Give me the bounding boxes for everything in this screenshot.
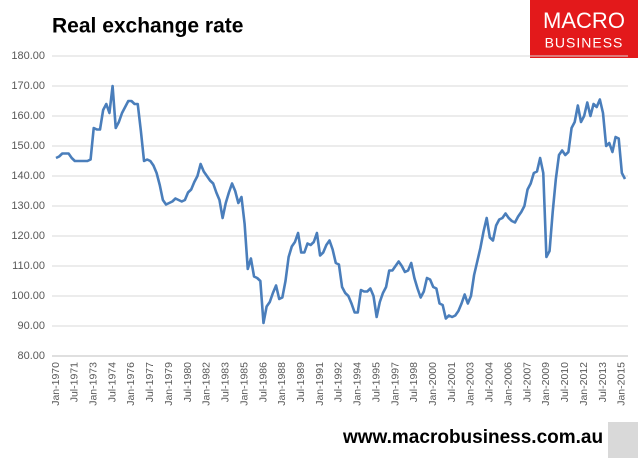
x-tick-label: Jul-1977: [144, 362, 156, 402]
x-tick-label: Jan-1979: [163, 362, 175, 406]
logo-box: [530, 0, 638, 58]
x-tick-label: Jul-1989: [295, 362, 307, 402]
x-tick-label: Jul-1983: [220, 362, 232, 402]
x-tick-label: Jul-1986: [257, 362, 269, 402]
y-tick-label: 140.00: [11, 170, 45, 182]
x-tick-label: Jul-2013: [597, 362, 609, 402]
y-tick-label: 130.00: [11, 200, 45, 212]
x-tick-label: Jan-1982: [201, 362, 213, 406]
x-tick-label: Jul-1974: [106, 362, 118, 402]
y-tick-label: 80.00: [17, 350, 45, 362]
x-tick-label: Jan-1991: [314, 362, 326, 406]
y-tick-label: 180.00: [11, 50, 45, 62]
x-tick-label: Jul-1995: [370, 362, 382, 402]
x-tick-label: Jan-1973: [88, 362, 100, 406]
x-tick-label: Jan-1985: [238, 362, 250, 406]
x-tick-label: Jan-2012: [578, 362, 590, 406]
y-tick-label: 170.00: [11, 80, 45, 92]
x-tick-label: Jul-2007: [521, 362, 533, 402]
x-tick-label: Jan-2003: [465, 362, 477, 406]
x-tick-label: Jan-2015: [616, 362, 628, 406]
x-tick-label: Jul-1980: [182, 362, 194, 402]
x-tick-label: Jan-1976: [125, 362, 137, 406]
logo-icon: [608, 422, 638, 458]
x-tick-label: Jan-2006: [502, 362, 514, 406]
logo-text: MACRO: [543, 8, 625, 33]
x-tick-label: Jul-1971: [69, 362, 81, 402]
x-tick-label: Jan-2000: [427, 362, 439, 406]
y-tick-label: 110.00: [12, 260, 45, 272]
x-tick-label: Jan-1988: [276, 362, 288, 406]
x-tick-label: Jul-1998: [408, 362, 420, 402]
y-tick-label: 150.00: [11, 140, 45, 152]
y-tick-label: 90.00: [17, 320, 45, 332]
x-tick-label: Jul-1992: [333, 362, 345, 402]
y-tick-label: 160.00: [11, 110, 45, 122]
x-tick-label: Jul-2010: [559, 362, 571, 402]
data-line: [55, 84, 627, 325]
x-tick-label: Jan-1994: [352, 362, 364, 406]
y-tick-label: 100.00: [11, 290, 45, 302]
y-tick-label: 120.00: [11, 230, 45, 242]
x-tick-label: Jul-2001: [446, 362, 458, 402]
x-tick-label: Jan-2009: [540, 362, 552, 406]
x-tick-label: Jan-1997: [389, 362, 401, 406]
x-tick-label: Jan-1970: [50, 362, 62, 406]
x-tick-label: Jul-2004: [484, 362, 496, 402]
footer-url: www.macrobusiness.com.au: [342, 427, 603, 448]
logo-text: BUSINESS: [545, 35, 624, 51]
chart-title: Real exchange rate: [52, 15, 243, 38]
